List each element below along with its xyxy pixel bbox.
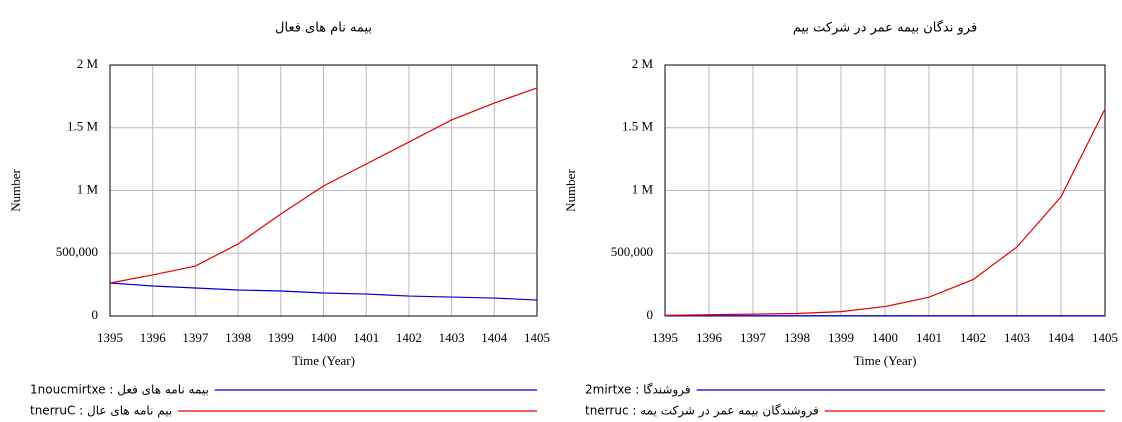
x-tick-label: 1400 [872, 330, 898, 345]
x-tick-label: 1397 [182, 330, 209, 345]
x-tick-label: 1401 [916, 330, 942, 345]
x-tick-label: 1402 [396, 330, 422, 345]
y-tick-label: 0 [92, 307, 99, 322]
x-tick-label: 1396 [140, 330, 167, 345]
x-axis-label: Time (Year) [292, 353, 355, 368]
x-tick-label: 1401 [353, 330, 379, 345]
x-tick-label: 1398 [784, 330, 810, 345]
legend-label: فروشندگا : 2mirtxe [585, 383, 691, 398]
legend-label: بیم نامه های عال : tnerruC [30, 404, 172, 418]
charts: بیمه نام های فعال Number Time (Year) 0 500,0… [0, 0, 1122, 422]
y-tick-label: 1.5 M [67, 119, 99, 134]
x-tick-label: 1395 [652, 330, 678, 345]
y-axis-label: Number [563, 169, 578, 212]
y-axis-label: Number [8, 169, 23, 212]
y-tick-label: 1 M [77, 181, 99, 196]
legend-label: فروشندگان بیمه عمر در شرکت یمه : tnerruc [585, 404, 819, 419]
x-tick-label: 1400 [311, 330, 337, 345]
x-tick-label: 1402 [960, 330, 986, 345]
chart-title: بیمه نام های فعال [275, 21, 372, 36]
y-tick-label: 1.5 M [622, 119, 654, 134]
y-tick-label: 1 M [632, 181, 654, 196]
x-tick-label: 1404 [1048, 330, 1075, 345]
x-tick-label: 1404 [481, 330, 508, 345]
y-tick-label: 2 M [77, 56, 99, 71]
x-tick-label: 1405 [1092, 330, 1118, 345]
x-tick-label: 1403 [439, 330, 465, 345]
x-tick-label: 1399 [828, 330, 854, 345]
chart-title: فرو ندگان بیمه عمر در شرکت بیم [793, 20, 977, 36]
x-tick-label: 1405 [524, 330, 550, 345]
page: بیمه نام های فعال Number Time (Year) 0 500,0… [0, 0, 1122, 422]
x-tick-label: 1396 [696, 330, 723, 345]
x-axis-label: Time (Year) [854, 353, 917, 368]
y-tick-label: 0 [647, 307, 654, 322]
y-tick-label: 500,000 [611, 244, 653, 259]
x-tick-label: 1397 [740, 330, 767, 345]
y-tick-label: 2 M [632, 56, 654, 71]
x-tick-label: 1398 [225, 330, 251, 345]
x-tick-label: 1395 [97, 330, 123, 345]
x-tick-label: 1399 [268, 330, 294, 345]
legend-label: بیمه نامه های فعل : 1noucmirtxe [30, 383, 209, 397]
y-tick-label: 500,000 [56, 244, 98, 259]
x-tick-label: 1403 [1004, 330, 1030, 345]
